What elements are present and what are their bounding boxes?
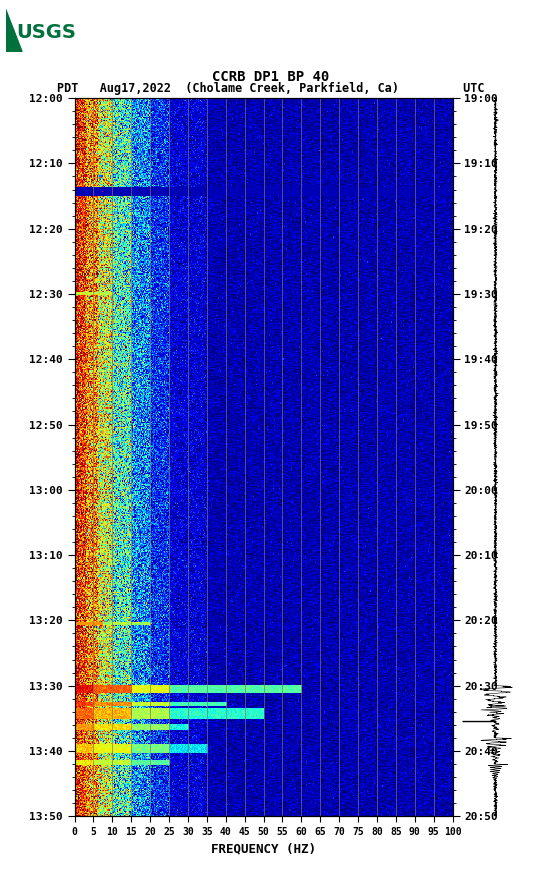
Text: PDT   Aug17,2022  (Cholame Creek, Parkfield, Ca)         UTC: PDT Aug17,2022 (Cholame Creek, Parkfield… (57, 82, 484, 95)
Polygon shape (6, 9, 14, 52)
Text: CCRB DP1 BP 40: CCRB DP1 BP 40 (212, 70, 329, 84)
Text: USGS: USGS (17, 23, 76, 42)
X-axis label: FREQUENCY (HZ): FREQUENCY (HZ) (211, 842, 316, 855)
Polygon shape (6, 30, 22, 52)
